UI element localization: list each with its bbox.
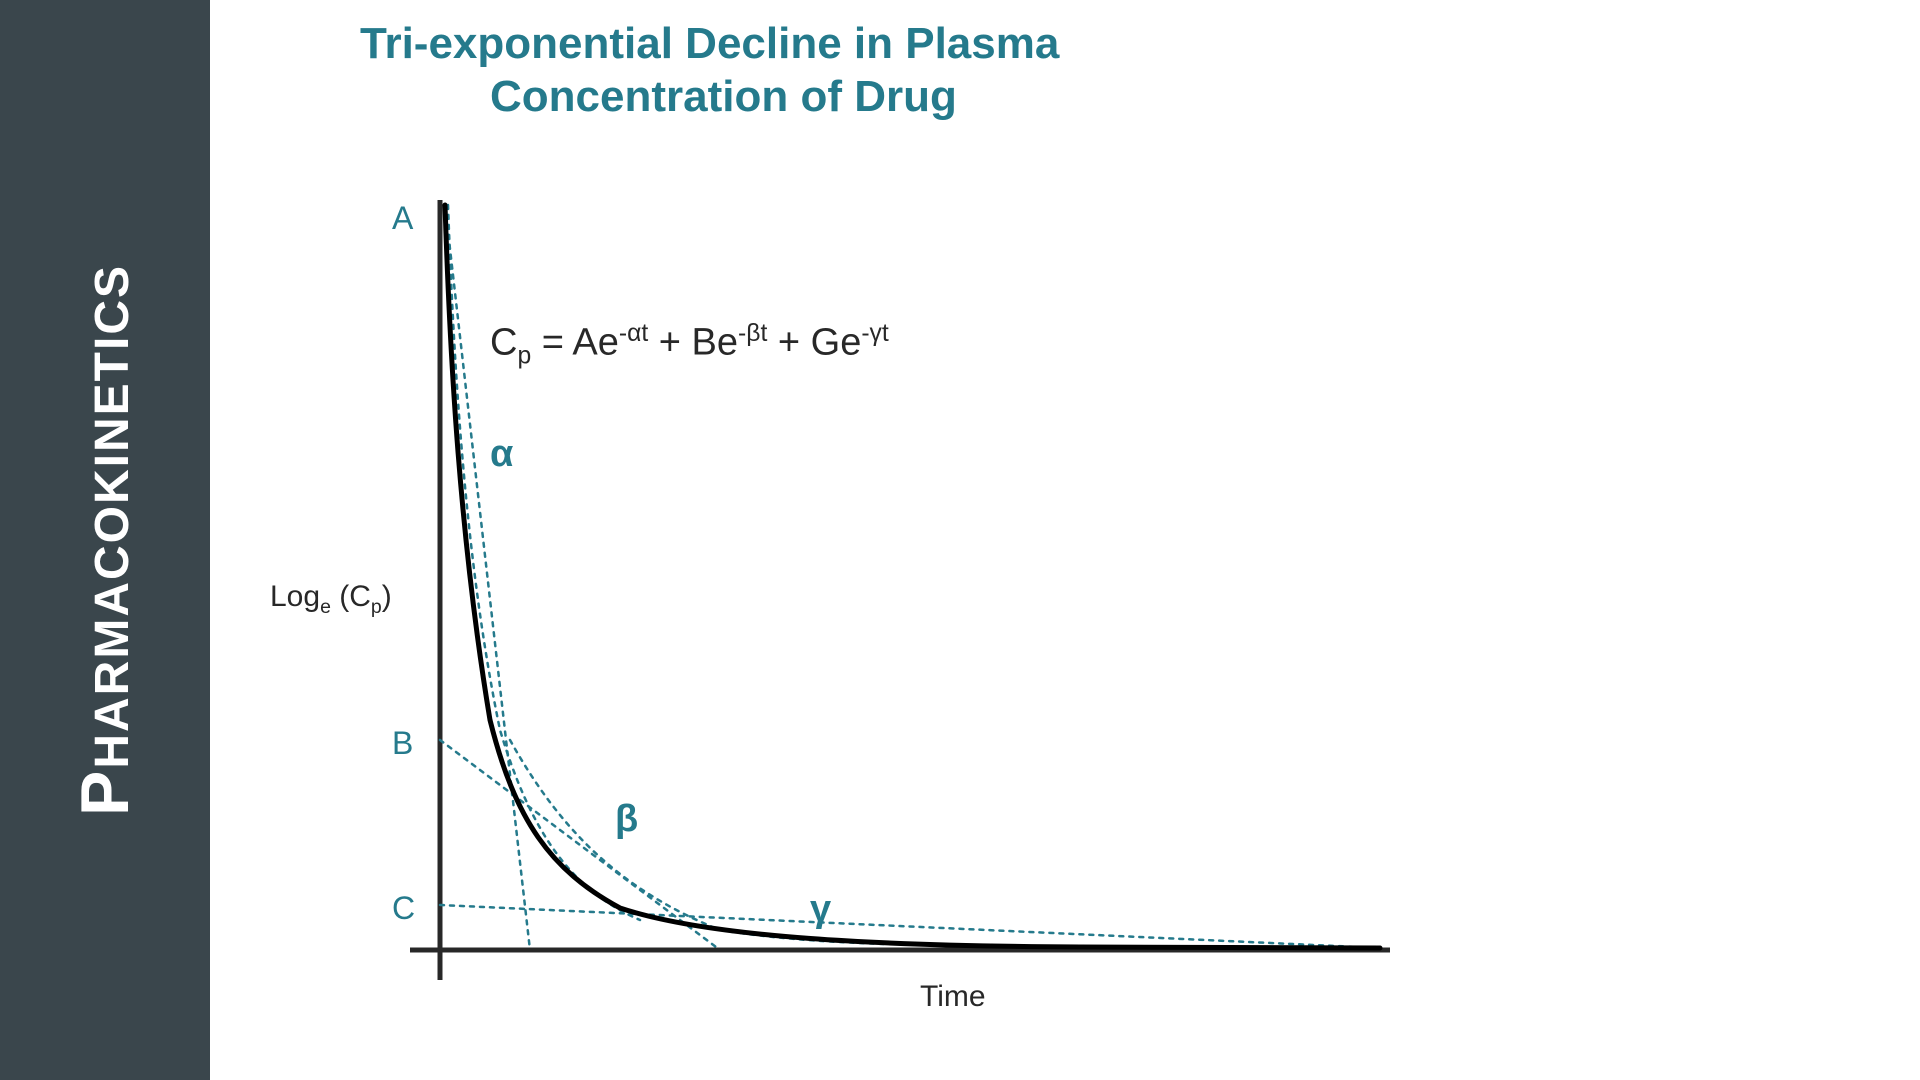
beta-tangent <box>440 740 720 950</box>
alpha-curve-companion <box>448 205 640 920</box>
y-tick-B: B <box>392 725 413 762</box>
phase-label-α: α <box>490 433 513 476</box>
beta-curve-companion <box>510 740 1080 947</box>
sidebar: Pharmacokinetics <box>0 0 210 1080</box>
chart-title: Tri-exponential Decline in Plasma Concen… <box>360 18 1059 124</box>
phase-label-β: β <box>615 798 638 841</box>
chart-svg <box>380 190 1440 1000</box>
phase-label-γ: γ <box>810 888 831 931</box>
alpha-tangent <box>445 205 530 950</box>
y-tick-C: C <box>392 890 415 927</box>
title-line1: Tri-exponential Decline in Plasma <box>360 19 1059 68</box>
sidebar-label: Pharmacokinetics <box>66 264 144 816</box>
content-area: Tri-exponential Decline in Plasma Concen… <box>210 0 1920 1080</box>
title-line2: Concentration of Drug <box>360 72 957 121</box>
x-axis-label: Time <box>920 980 986 1014</box>
main-curve <box>445 205 1380 948</box>
y-axis-label: Loge (Cp) <box>270 580 392 619</box>
y-tick-A: A <box>392 200 413 237</box>
equation: Cp = Ae-αt + Be-βt + Ge-γt <box>490 320 889 370</box>
